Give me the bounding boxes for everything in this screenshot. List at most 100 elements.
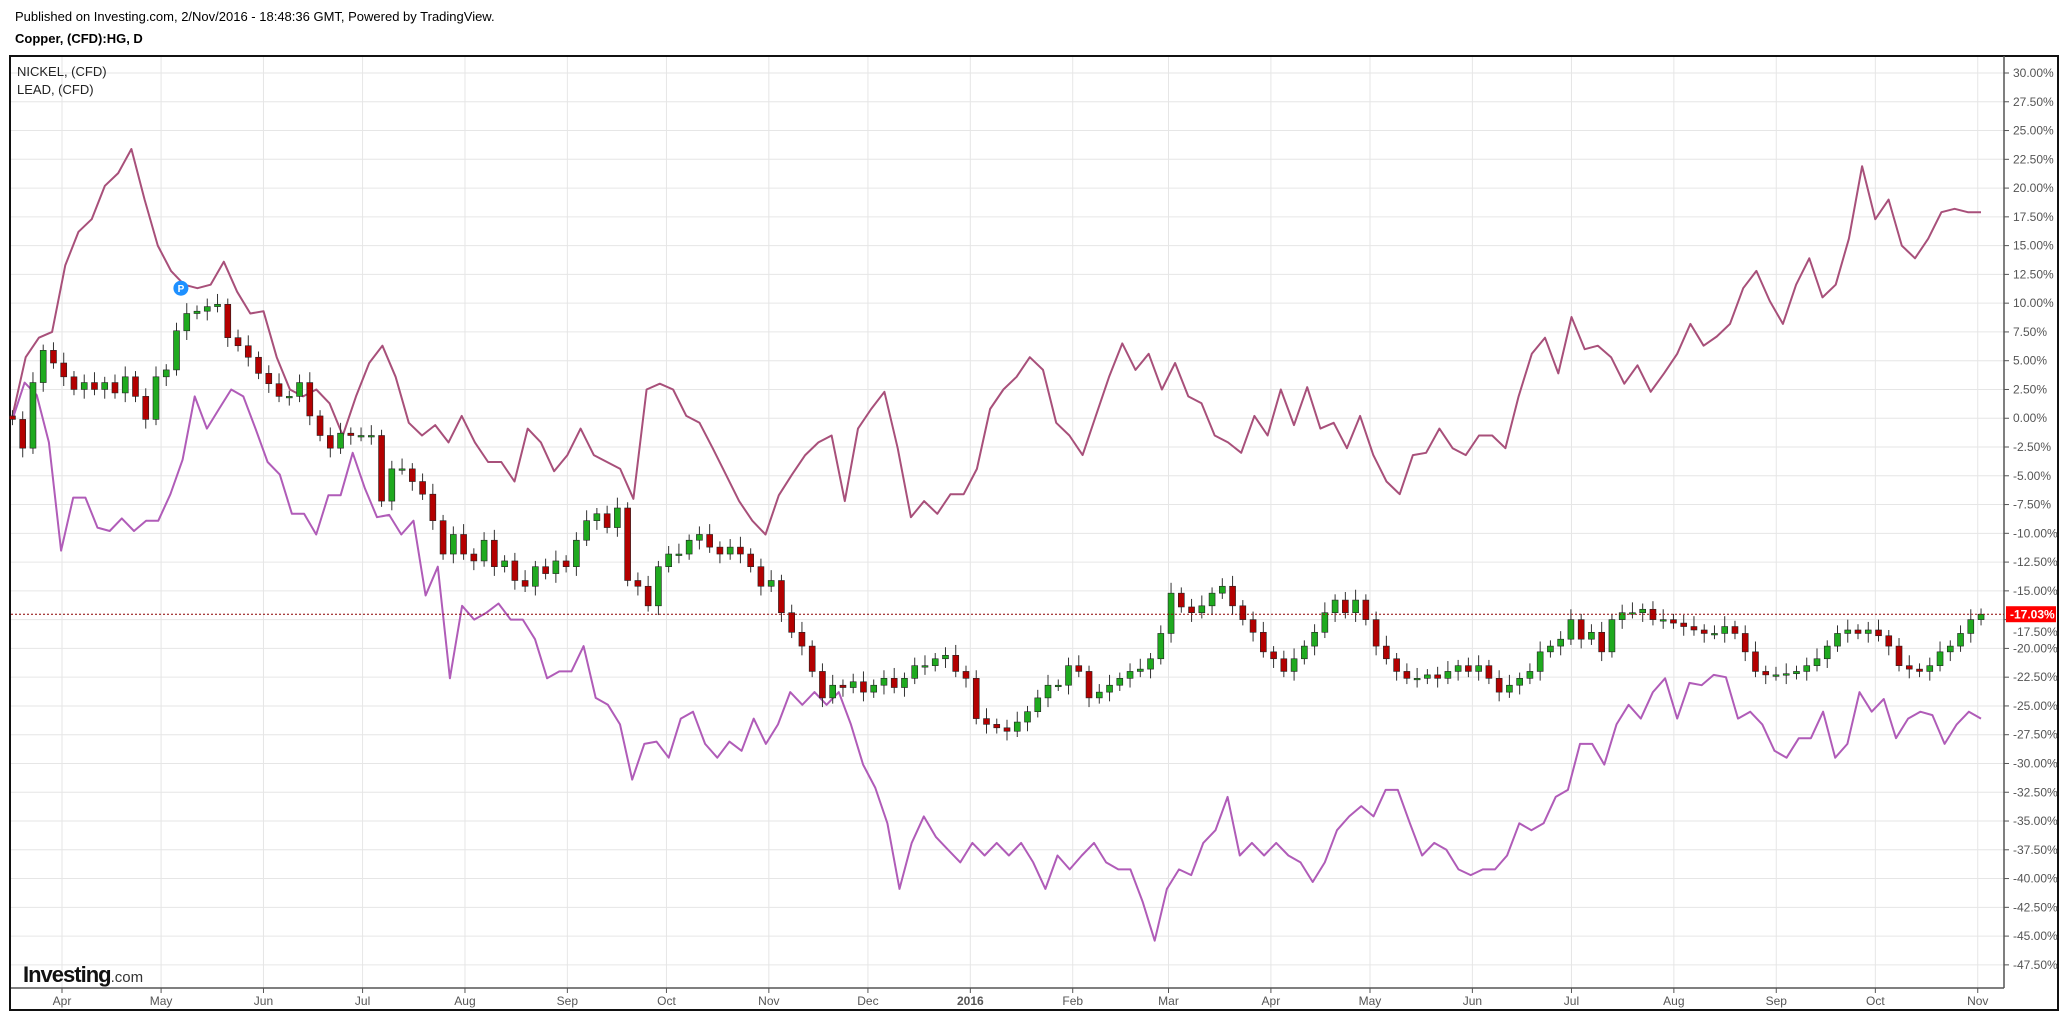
- candle-down: [1905, 665, 1913, 670]
- y-tick-label: 22.50%: [2013, 152, 2054, 166]
- x-tick-label: Sep: [557, 994, 579, 1008]
- x-tick-label: Oct: [1866, 994, 1885, 1008]
- candle-down: [275, 383, 283, 397]
- candle-up: [1136, 668, 1144, 672]
- candle-down: [962, 671, 970, 679]
- candle-up: [203, 306, 211, 312]
- candle-up: [696, 534, 703, 541]
- x-tick-label: Jul: [355, 994, 370, 1008]
- candle-down: [1003, 727, 1011, 732]
- candle-up: [1331, 599, 1339, 614]
- legend-nickel[interactable]: NICKEL, (CFD): [17, 64, 107, 79]
- overlay: -17.03% P: [11, 280, 2056, 623]
- candle-up: [1946, 645, 1954, 653]
- candle-up: [1424, 674, 1431, 679]
- candle-down: [1075, 665, 1083, 672]
- candle-down: [132, 376, 139, 397]
- candle-down: [326, 435, 334, 449]
- candle-up: [1844, 629, 1852, 634]
- y-tick-label: 20.00%: [2013, 181, 2054, 195]
- candle-up: [1547, 645, 1554, 653]
- investing-logo: Investing.com: [23, 962, 144, 987]
- candle-down: [1854, 629, 1862, 634]
- candle-up: [1639, 608, 1646, 614]
- candle-down: [983, 718, 990, 725]
- candle-up: [1782, 673, 1790, 676]
- candle-down: [1577, 619, 1585, 640]
- y-tick-label: 25.00%: [2013, 124, 2054, 138]
- candle-down: [306, 382, 314, 417]
- candle-up: [1721, 626, 1729, 634]
- candle-down: [1362, 599, 1370, 620]
- candle-up: [901, 678, 908, 688]
- candle-up: [685, 539, 693, 555]
- y-tick-label: -27.50%: [2013, 728, 2058, 742]
- candle-down: [1495, 678, 1503, 693]
- x-tick-label: Jun: [254, 994, 273, 1008]
- y-tick-label: 2.50%: [2013, 382, 2047, 396]
- candle-up: [1536, 651, 1544, 672]
- candle-up: [183, 313, 191, 332]
- candle-up: [1311, 631, 1318, 647]
- candle-down: [265, 373, 273, 385]
- candle-up: [1198, 605, 1206, 614]
- candle-up: [1413, 678, 1421, 681]
- candle-up: [398, 468, 406, 471]
- candle-up: [214, 304, 221, 307]
- candle-down: [839, 684, 847, 688]
- candle-down: [224, 304, 232, 338]
- candle-down: [347, 432, 355, 436]
- candle-up: [1793, 671, 1800, 675]
- candle-down: [542, 566, 549, 574]
- candle-down: [634, 580, 642, 587]
- event-marker-label: P: [178, 284, 185, 295]
- y-tick-label: -40.00%: [2013, 872, 2058, 886]
- candle-up: [1301, 645, 1308, 660]
- candle-down: [706, 534, 713, 548]
- candle-up: [583, 520, 590, 541]
- candle-down: [511, 560, 519, 581]
- candle-down: [1680, 622, 1688, 627]
- candle-down: [1895, 645, 1903, 666]
- candle-up: [726, 546, 734, 555]
- y-tick-label: -22.50%: [2013, 670, 2058, 684]
- candle-down: [952, 655, 960, 672]
- candle-down: [603, 513, 611, 528]
- x-tick-label: Aug: [454, 994, 475, 1008]
- candle-down: [1188, 606, 1195, 614]
- event-marker-icon: [173, 280, 189, 296]
- y-tick-label: -35.00%: [2013, 814, 2058, 828]
- x-tick-label: Aug: [1663, 994, 1684, 1008]
- candle-down: [1270, 651, 1277, 660]
- x-tick-label: Jun: [1463, 994, 1482, 1008]
- legend-lead[interactable]: LEAD, (CFD): [17, 82, 94, 97]
- candle-down: [1229, 585, 1236, 607]
- candle-up: [450, 534, 457, 555]
- y-tick-label: -30.00%: [2013, 756, 2058, 770]
- candle-down: [491, 539, 498, 567]
- y-tick-label: 10.00%: [2013, 296, 2054, 310]
- candle-up: [193, 310, 201, 314]
- y-tick-label: -20.00%: [2013, 641, 2058, 655]
- candle-up: [593, 513, 601, 521]
- y-tick-label: 15.00%: [2013, 239, 2054, 253]
- y-tick-label: -2.50%: [2013, 440, 2051, 454]
- candle-down: [972, 678, 980, 719]
- last-price-label: -17.03%: [2010, 608, 2055, 622]
- candle-down: [1249, 619, 1257, 633]
- candle-down: [1239, 605, 1247, 620]
- y-tick-label: 5.00%: [2013, 354, 2047, 368]
- candle-down: [1731, 626, 1739, 634]
- candle-up: [1557, 638, 1564, 647]
- candle-down: [1762, 671, 1770, 676]
- candle-up: [767, 580, 775, 587]
- candle-down: [819, 671, 826, 699]
- candle-up: [337, 432, 344, 449]
- candle-up: [1054, 684, 1062, 688]
- candle-down: [1598, 631, 1605, 653]
- lead-line: [11, 381, 1982, 942]
- x-tick-label: Jul: [1564, 994, 1579, 1008]
- candle-up: [480, 539, 488, 562]
- x-tick-label: Sep: [1766, 994, 1788, 1008]
